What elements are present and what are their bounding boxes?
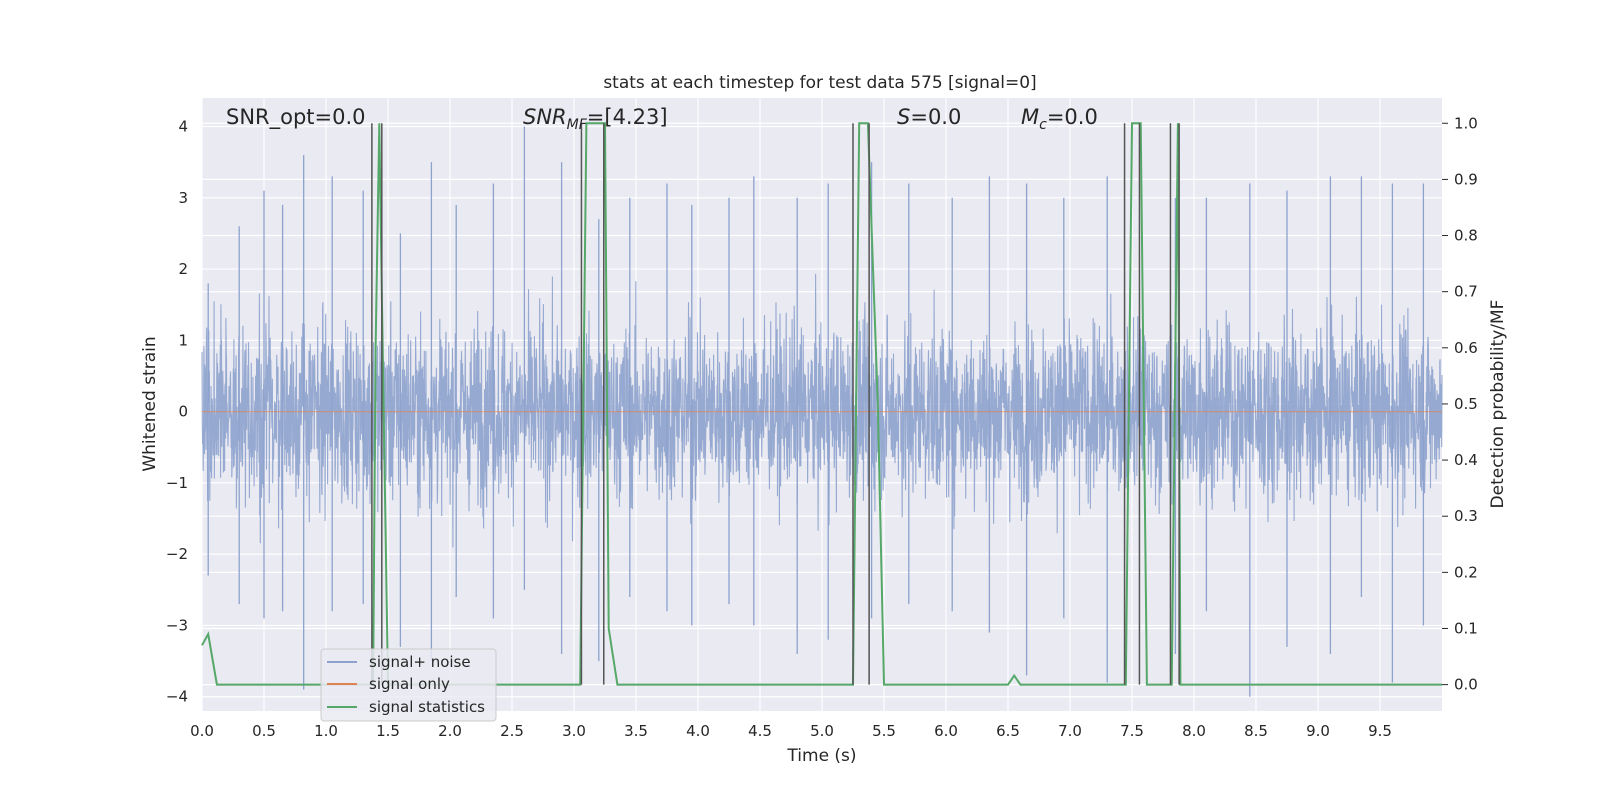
- y-right-tick-label: 0.6: [1454, 339, 1478, 357]
- y-right-axis-label: Detection probability/MF: [1488, 300, 1508, 509]
- x-tick-label: 0.0: [190, 722, 214, 740]
- y-tick-label: −4: [166, 688, 188, 706]
- y-axis-label: Whitened strain: [140, 336, 160, 471]
- x-axis-ticks: 0.0 0.5 1.0 1.5 2.0 2.5 3.0 3.5 4.0 4.5 5.0 5.5 6.0 6…: [190, 722, 1392, 740]
- signal-noise-series: [201, 126, 1443, 697]
- x-tick-label: 5.0: [810, 722, 834, 740]
- annotation-snr-opt: SNR_opt=0.0: [226, 105, 366, 130]
- annotation-s-value: =0.0: [910, 105, 961, 129]
- y-right-tick-label: 0.8: [1454, 227, 1478, 245]
- y-tick-label: −3: [166, 616, 188, 634]
- x-tick-label: 9.5: [1368, 722, 1392, 740]
- x-tick-label: 3.5: [624, 722, 648, 740]
- annotation-mc: Mc=0.0: [1021, 105, 1098, 133]
- annotation-s: S=0.0: [897, 105, 961, 129]
- legend-label-signal-noise: signal+ noise: [369, 653, 471, 671]
- y-right-axis-ticks: 1.0 0.9 0.8 0.7 0.6 0.5 0.4 0.3 0.2 0.1 0.0: [1442, 114, 1478, 694]
- x-tick-label: 2.5: [500, 722, 524, 740]
- x-axis-label: Time (s): [786, 746, 856, 766]
- y-tick-label: 1: [178, 331, 188, 349]
- y-right-tick-label: 0.5: [1454, 395, 1478, 413]
- x-tick-label: 8.5: [1244, 722, 1268, 740]
- y-right-tick-label: 0.3: [1454, 507, 1478, 525]
- y-tick-label: 2: [178, 260, 188, 278]
- x-tick-label: 2.0: [438, 722, 462, 740]
- x-tick-label: 1.0: [314, 722, 338, 740]
- x-tick-label: 3.0: [562, 722, 586, 740]
- x-tick-label: 4.0: [686, 722, 710, 740]
- x-tick-label: 6.5: [996, 722, 1020, 740]
- y-tick-label: −1: [166, 474, 188, 492]
- y-right-tick-label: 0.4: [1454, 451, 1478, 469]
- annotation-mc-sub: c: [1039, 117, 1047, 133]
- signal-statistics-series: [201, 122, 1442, 686]
- x-tick-label: 7.0: [1058, 722, 1082, 740]
- y-right-tick-label: 0.0: [1454, 676, 1478, 694]
- y-tick-label: −2: [166, 545, 188, 563]
- y-right-tick-label: 0.1: [1454, 619, 1478, 637]
- annotation-snr-mf-main: SNR: [523, 105, 567, 129]
- vertical-markers: [371, 123, 1180, 685]
- legend-label-signal-only: signal only: [369, 675, 450, 693]
- annotation-mc-main: M: [1021, 105, 1039, 129]
- x-tick-label: 8.0: [1182, 722, 1206, 740]
- y-tick-label: 3: [178, 189, 188, 207]
- x-tick-label: 7.5: [1120, 722, 1144, 740]
- x-tick-label: 0.5: [252, 722, 276, 740]
- y-axis-ticks: 4 3 2 1 0 −1 −2 −3 −4: [166, 118, 188, 706]
- x-tick-label: 4.5: [748, 722, 772, 740]
- x-tick-label: 6.0: [934, 722, 958, 740]
- legend-label-signal-statistics: signal statistics: [369, 698, 485, 716]
- signal-noise-line: [201, 273, 1443, 548]
- y-right-tick-label: 1.0: [1454, 114, 1478, 132]
- y-right-tick-label: 0.2: [1454, 563, 1478, 581]
- annotation-snr-mf: SNRMF=[4.23]: [523, 105, 668, 133]
- y-tick-label: 0: [178, 403, 188, 421]
- signal-statistics-line: [201, 122, 1442, 686]
- annotation-s-main: S: [897, 105, 910, 129]
- y-tick-label: 4: [178, 118, 188, 136]
- annotation-snr-mf-value: =[4.23]: [587, 105, 668, 129]
- chart-title: stats at each timestep for test data 575…: [603, 73, 1036, 93]
- legend-box: [320, 648, 497, 722]
- y-right-tick-label: 0.9: [1454, 170, 1478, 188]
- x-tick-label: 5.5: [872, 722, 896, 740]
- annotation-snr-mf-sub: MF: [567, 117, 588, 133]
- x-tick-label: 9.0: [1306, 722, 1330, 740]
- legend: signal+ noise signal only signal statist…: [320, 648, 497, 722]
- x-tick-label: 1.5: [376, 722, 400, 740]
- y-right-tick-label: 0.7: [1454, 283, 1478, 301]
- annotation-mc-value: =0.0: [1047, 105, 1098, 129]
